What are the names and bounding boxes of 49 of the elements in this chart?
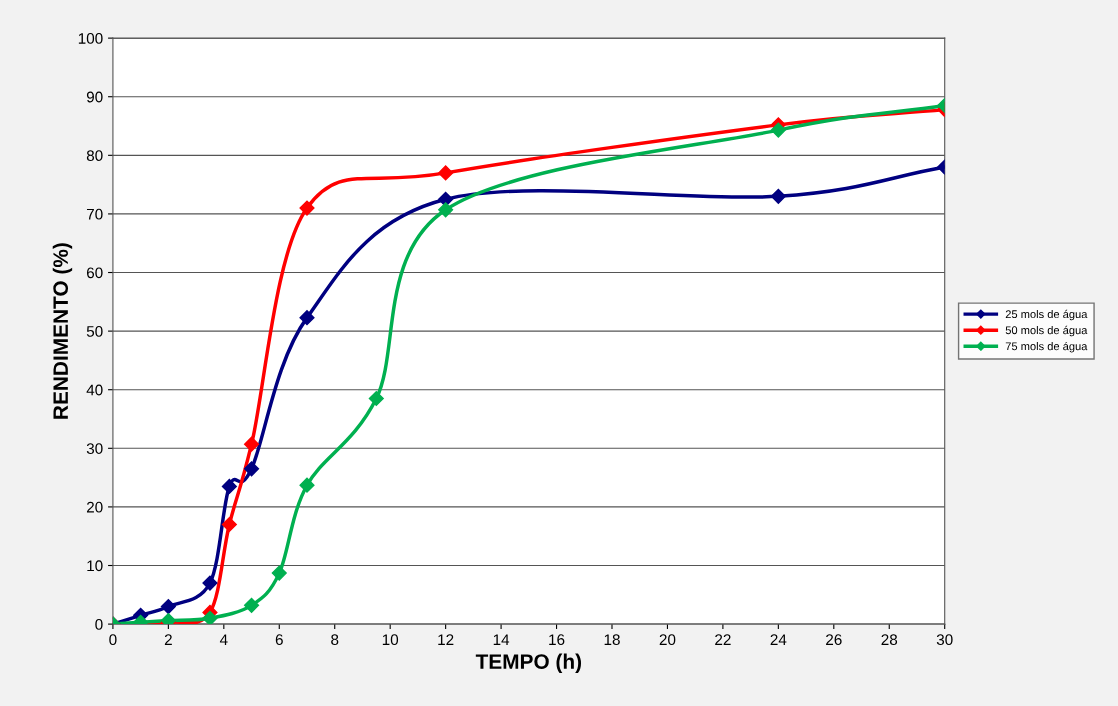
y-tick-label: 30 [86,443,103,454]
point [271,565,287,581]
y-axis-title: RENDIMENTO (%) [52,243,73,419]
legend-label: 25 mols de água [1005,309,1088,321]
x-tick-label: 26 [826,634,842,646]
y-tick-label: 80 [86,150,103,162]
point [221,478,237,494]
x-tick-label: 18 [604,634,620,646]
legend-label: 50 mols de água [1005,325,1088,337]
x-tick-label: 0 [109,634,117,646]
point [243,461,260,477]
point [243,436,260,452]
x-tick-label: 10 [382,634,399,646]
point [438,202,454,218]
y-tick-label: 100 [78,32,103,44]
y-tick-label: 40 [86,384,103,396]
x-tick-label: 28 [881,634,898,646]
point [221,516,237,533]
x-tick-label: 6 [275,634,283,646]
y-tick-label: 10 [87,560,103,572]
x-tick-label: 16 [549,634,565,646]
point [243,597,260,613]
point [438,165,454,181]
x-tick-label: 12 [438,634,454,645]
x-tick-label: 14 [493,634,510,645]
point [202,610,218,625]
legend-label: 75 mols de água [1005,341,1088,353]
point [160,598,176,615]
point [368,390,384,407]
point [770,122,786,138]
x-tick-label: 2 [164,634,172,645]
point [299,310,315,326]
point [299,200,315,216]
y-tick-label: 90 [86,91,103,103]
x-axis-title: TEMPO (h) [475,653,582,674]
x-tick-label: 8 [331,634,339,646]
y-tick-label: 20 [86,501,103,513]
y-tick-label: 70 [86,208,103,220]
point [770,188,786,204]
y-tick-label: 50 [86,325,103,337]
x-tick-label: 22 [715,634,731,645]
y-tick-label: 0 [95,618,103,630]
x-tick-label: 24 [770,634,787,645]
point [202,575,218,591]
x-tick-label: 20 [659,634,676,646]
x-tick-label: 4 [219,634,228,645]
y-tick-label: 60 [86,267,103,279]
point [299,477,315,493]
x-tick-label: 30 [936,634,953,646]
